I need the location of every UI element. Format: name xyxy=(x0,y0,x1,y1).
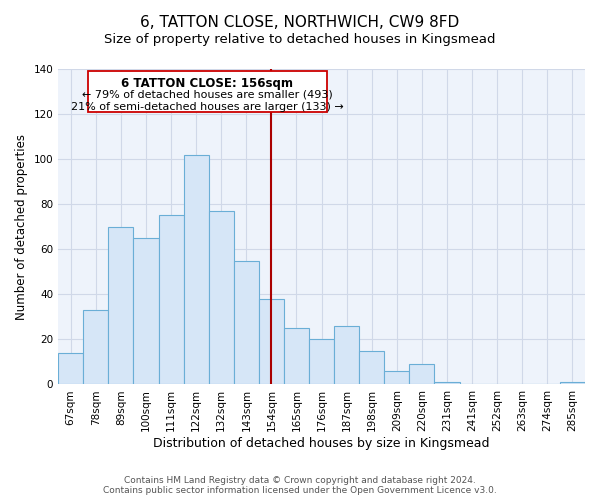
Bar xyxy=(83,310,109,384)
Text: Size of property relative to detached houses in Kingsmead: Size of property relative to detached ho… xyxy=(104,32,496,46)
Bar xyxy=(184,154,209,384)
Bar xyxy=(109,226,133,384)
Bar xyxy=(209,211,234,384)
Text: ← 79% of detached houses are smaller (493): ← 79% of detached houses are smaller (49… xyxy=(82,90,333,100)
Bar xyxy=(409,364,434,384)
Bar xyxy=(259,299,284,384)
Bar xyxy=(133,238,158,384)
X-axis label: Distribution of detached houses by size in Kingsmead: Distribution of detached houses by size … xyxy=(154,437,490,450)
Bar xyxy=(560,382,585,384)
Text: 6, TATTON CLOSE, NORTHWICH, CW9 8FD: 6, TATTON CLOSE, NORTHWICH, CW9 8FD xyxy=(140,15,460,30)
Y-axis label: Number of detached properties: Number of detached properties xyxy=(15,134,28,320)
Bar xyxy=(234,260,259,384)
Bar xyxy=(58,353,83,384)
Bar xyxy=(434,382,460,384)
Bar xyxy=(359,350,385,384)
Text: 6 TATTON CLOSE: 156sqm: 6 TATTON CLOSE: 156sqm xyxy=(121,77,293,90)
Bar xyxy=(385,371,409,384)
Text: 21% of semi-detached houses are larger (133) →: 21% of semi-detached houses are larger (… xyxy=(71,102,344,112)
Text: Contains HM Land Registry data © Crown copyright and database right 2024.
Contai: Contains HM Land Registry data © Crown c… xyxy=(103,476,497,495)
FancyBboxPatch shape xyxy=(88,72,326,112)
Bar xyxy=(309,340,334,384)
Bar xyxy=(284,328,309,384)
Bar xyxy=(334,326,359,384)
Bar xyxy=(158,216,184,384)
